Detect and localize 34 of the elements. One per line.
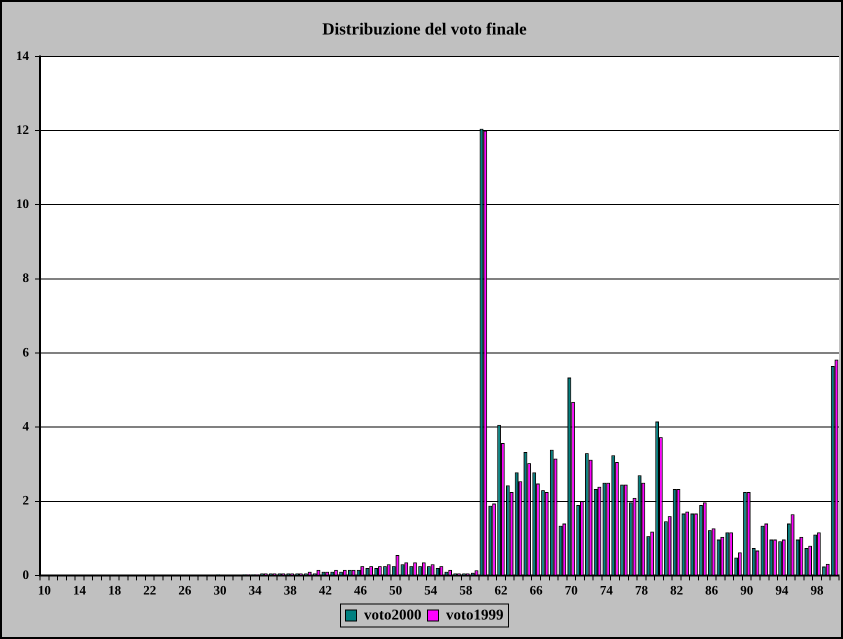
y-tick-label: 10 (16, 196, 29, 212)
x-tick-label: 10 (38, 582, 51, 598)
x-tick-label: 58 (459, 582, 473, 598)
x-tick-label: 70 (564, 582, 578, 598)
x-tick-label: 54 (424, 582, 438, 598)
x-tick-label: 14 (73, 582, 87, 598)
legend-label: voto1999 (446, 607, 504, 624)
y-tick-label: 0 (22, 566, 29, 582)
x-tick-label: 74 (600, 582, 614, 598)
x-tick-label: 30 (213, 582, 226, 598)
x-tick-label: 78 (634, 582, 648, 598)
y-tick-label: 4 (22, 418, 30, 434)
y-tick-label: 12 (16, 122, 29, 137)
y-tick-label: 6 (22, 344, 30, 360)
x-tick-label: 94 (775, 582, 789, 598)
x-tick-label: 34 (248, 582, 262, 598)
x-tick-label: 82 (670, 582, 684, 598)
x-tick-label: 22 (143, 582, 156, 598)
x-tick-label: 38 (284, 582, 298, 598)
x-tick-label: 66 (530, 582, 544, 598)
x-tick-label: 26 (178, 582, 192, 598)
x-tick-label: 18 (108, 582, 122, 598)
x-tick-label: 46 (354, 582, 368, 598)
y-tick-label: 8 (22, 270, 30, 286)
x-tick-label: 98 (810, 582, 824, 598)
x-tick-label: 42 (318, 582, 332, 598)
x-tick-label: 62 (494, 582, 508, 598)
x-tick-label: 86 (705, 582, 719, 598)
chart-title: Distribuzione del voto finale (322, 20, 528, 39)
x-tick-label: 90 (740, 582, 754, 598)
x-tick-label: 50 (389, 582, 402, 598)
y-tick-label: 14 (16, 48, 30, 63)
y-tick-label: 2 (22, 492, 29, 508)
legend-label: voto2000 (364, 607, 422, 624)
